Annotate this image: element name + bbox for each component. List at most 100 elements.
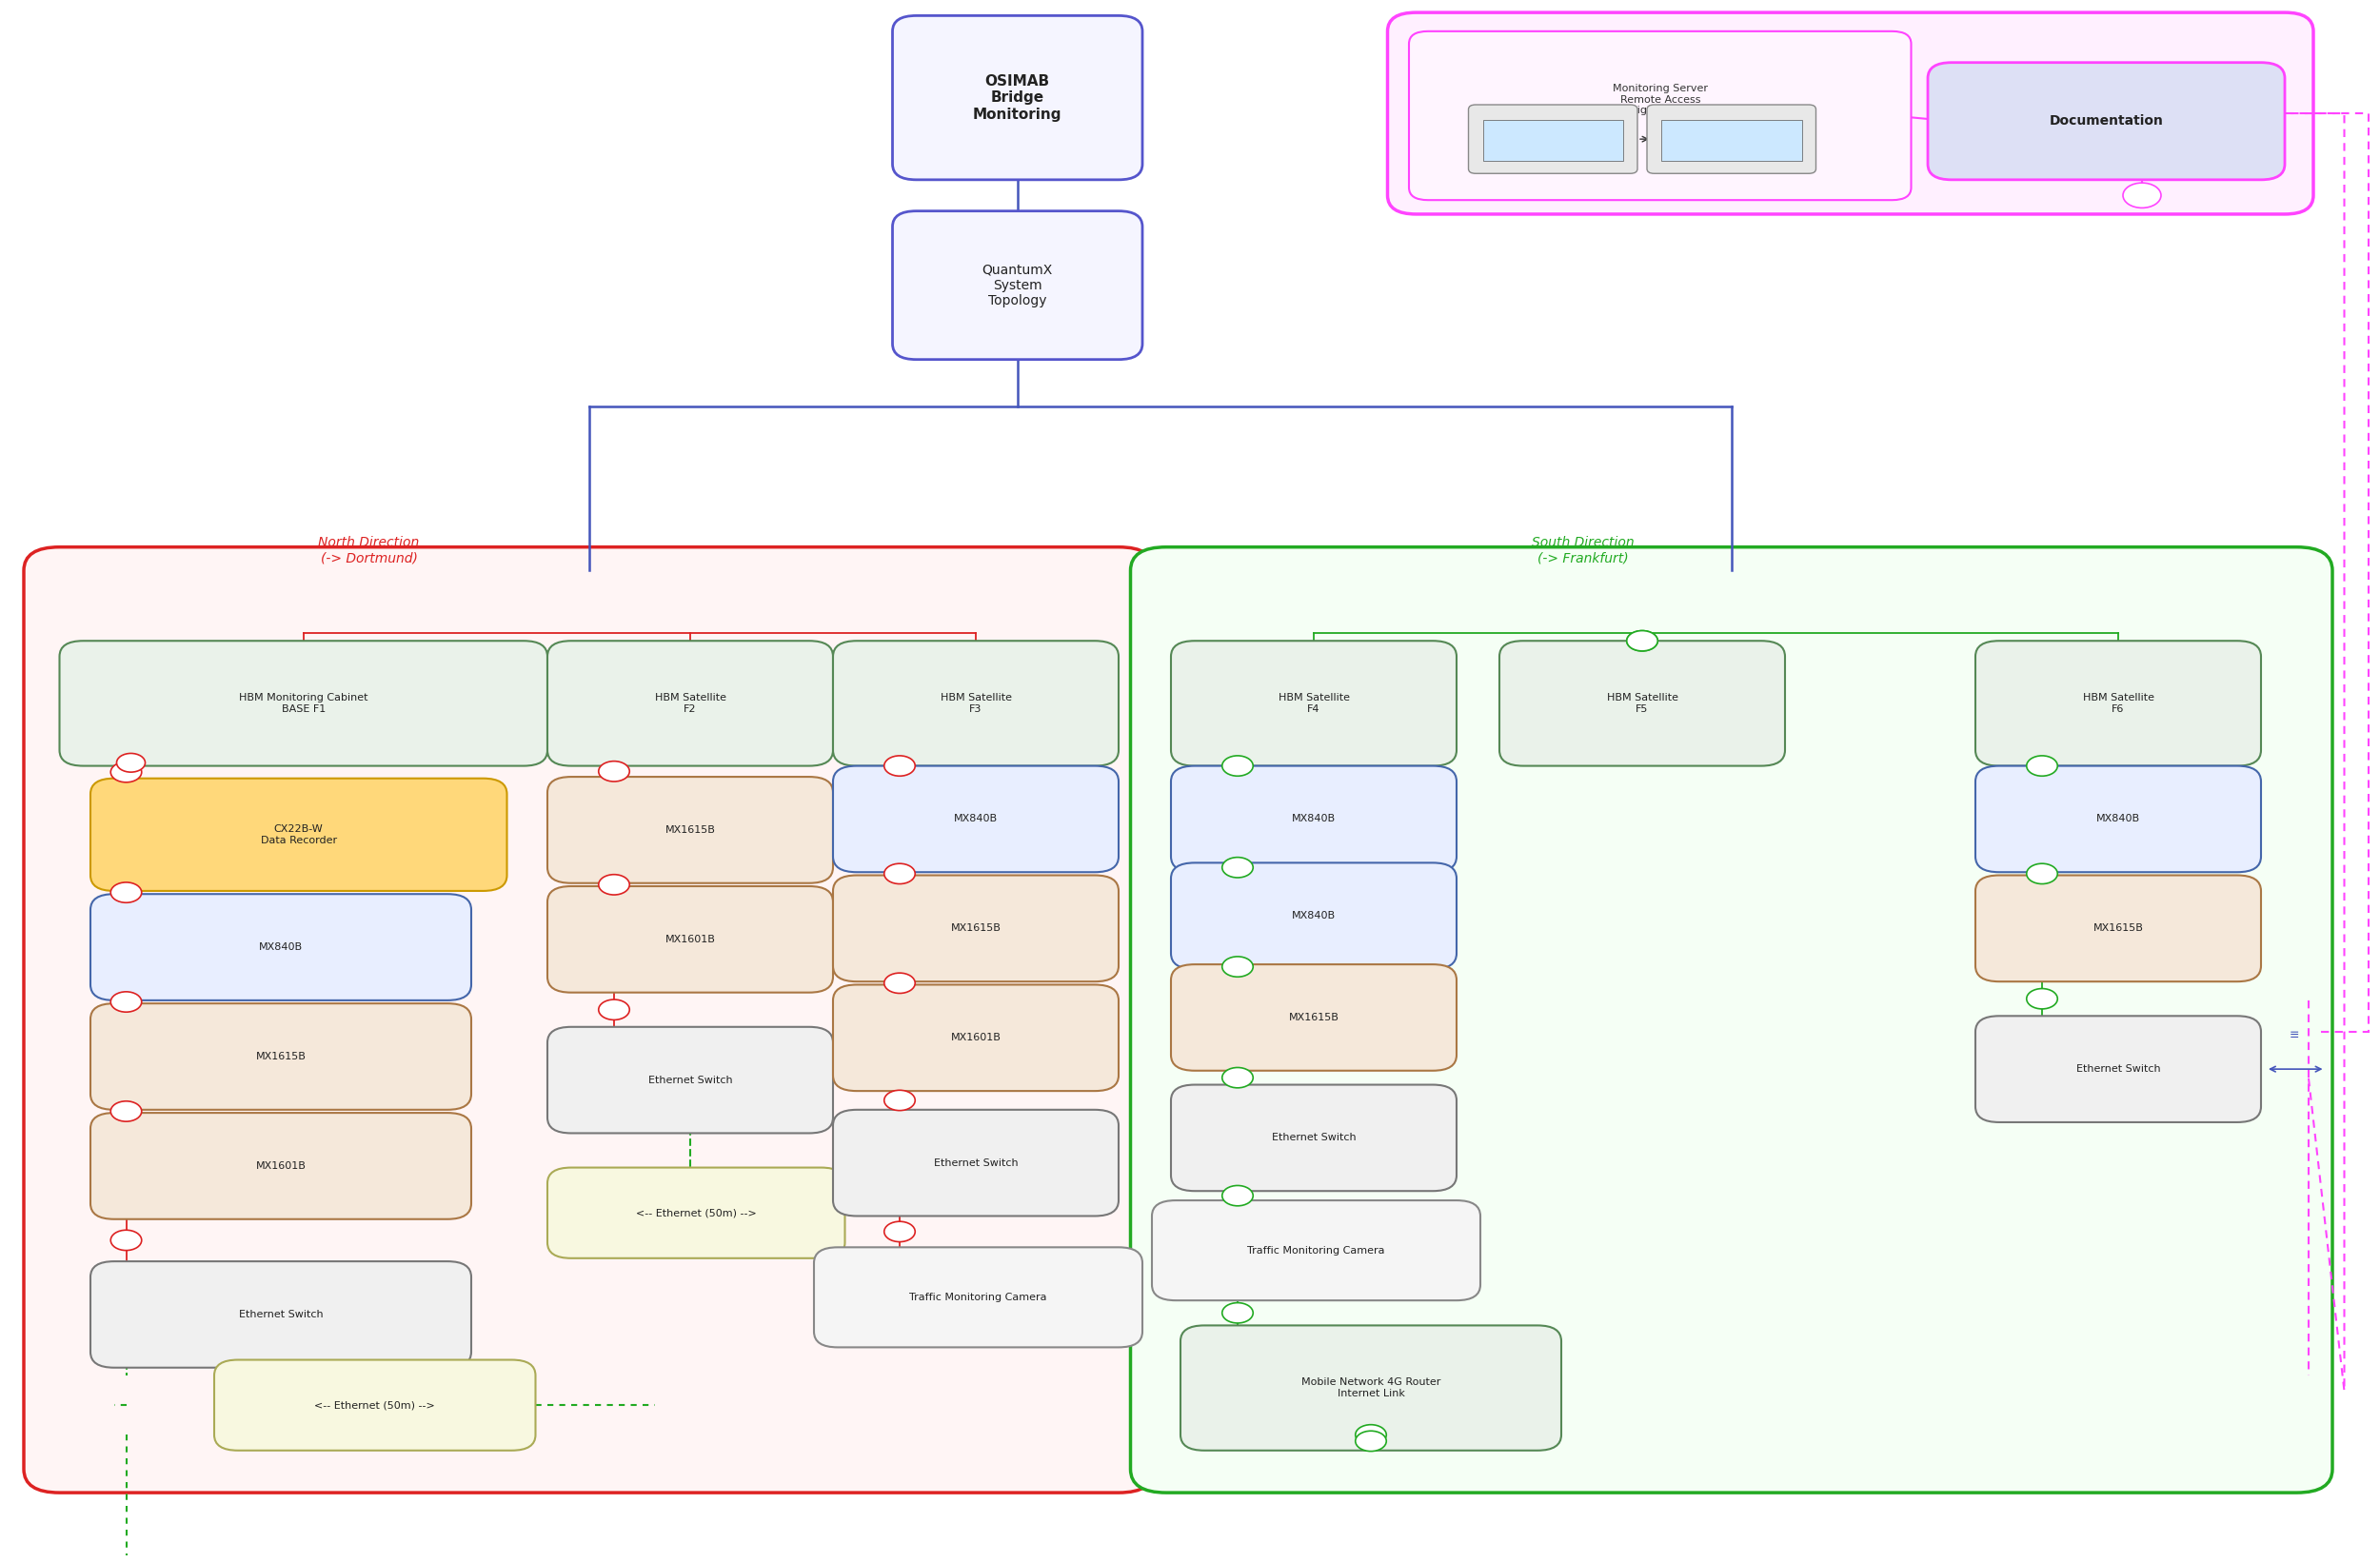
FancyBboxPatch shape	[1975, 641, 2261, 766]
FancyBboxPatch shape	[1171, 964, 1457, 1071]
FancyBboxPatch shape	[814, 1247, 1142, 1347]
FancyBboxPatch shape	[1171, 863, 1457, 969]
Circle shape	[1357, 1425, 1388, 1444]
Text: Monitoring Server
Remote Access
"Digital Twin": Monitoring Server Remote Access "Digital…	[1614, 84, 1709, 116]
Text: <-- Ethernet (50m) -->: <-- Ethernet (50m) -->	[314, 1400, 436, 1410]
Circle shape	[1223, 1068, 1254, 1088]
FancyBboxPatch shape	[833, 875, 1119, 982]
Text: MX1615B: MX1615B	[1288, 1013, 1340, 1022]
Text: MX1615B: MX1615B	[2092, 924, 2144, 933]
FancyBboxPatch shape	[547, 777, 833, 883]
Text: South Direction
(-> Frankfurt): South Direction (-> Frankfurt)	[1530, 536, 1635, 564]
Text: Ethernet Switch: Ethernet Switch	[647, 1075, 733, 1085]
FancyBboxPatch shape	[90, 1261, 471, 1368]
Text: Ethernet Switch: Ethernet Switch	[933, 1158, 1019, 1168]
Text: MX1615B: MX1615B	[664, 825, 716, 835]
Circle shape	[109, 882, 143, 903]
Circle shape	[109, 993, 143, 1013]
Circle shape	[885, 756, 914, 777]
FancyBboxPatch shape	[1468, 105, 1637, 173]
FancyBboxPatch shape	[547, 1168, 845, 1258]
FancyBboxPatch shape	[833, 1110, 1119, 1216]
Text: MX1601B: MX1601B	[255, 1161, 307, 1171]
Text: Ethernet Switch: Ethernet Switch	[238, 1310, 324, 1319]
FancyBboxPatch shape	[24, 547, 1154, 1493]
Circle shape	[1628, 631, 1659, 652]
Text: MX1601B: MX1601B	[664, 935, 716, 944]
FancyBboxPatch shape	[1152, 1200, 1480, 1300]
Circle shape	[1223, 756, 1254, 777]
Text: MX840B: MX840B	[954, 814, 997, 824]
Text: HBM Satellite
F6: HBM Satellite F6	[2082, 692, 2154, 714]
Text: MX840B: MX840B	[1292, 814, 1335, 824]
Circle shape	[117, 753, 145, 772]
Text: HBM Monitoring Cabinet
BASE F1: HBM Monitoring Cabinet BASE F1	[238, 692, 369, 714]
Text: Traffic Monitoring Camera: Traffic Monitoring Camera	[1247, 1246, 1385, 1255]
FancyBboxPatch shape	[90, 894, 471, 1000]
Circle shape	[1223, 1185, 1254, 1207]
Text: MX1601B: MX1601B	[950, 1033, 1002, 1043]
Text: Documentation: Documentation	[2049, 114, 2163, 128]
FancyBboxPatch shape	[833, 766, 1119, 872]
Text: Mobile Network 4G Router
Internet Link: Mobile Network 4G Router Internet Link	[1302, 1377, 1440, 1399]
FancyBboxPatch shape	[1171, 1085, 1457, 1191]
FancyBboxPatch shape	[1975, 875, 2261, 982]
FancyBboxPatch shape	[1409, 31, 1911, 200]
FancyBboxPatch shape	[892, 211, 1142, 359]
Circle shape	[2028, 756, 2056, 777]
Text: HBM Satellite
F2: HBM Satellite F2	[654, 692, 726, 714]
Circle shape	[600, 761, 628, 782]
FancyBboxPatch shape	[1388, 13, 2313, 214]
Circle shape	[109, 1100, 143, 1122]
FancyBboxPatch shape	[90, 778, 507, 891]
Text: HBM Satellite
F5: HBM Satellite F5	[1606, 692, 1678, 714]
FancyBboxPatch shape	[1171, 766, 1457, 872]
FancyBboxPatch shape	[90, 1113, 471, 1219]
Text: HBM Satellite
F3: HBM Satellite F3	[940, 692, 1012, 714]
Text: <-- Ethernet (50m) -->: <-- Ethernet (50m) -->	[635, 1208, 757, 1218]
Text: North Direction
(-> Dortmund): North Direction (-> Dortmund)	[319, 536, 419, 564]
Circle shape	[885, 1091, 914, 1110]
Text: MX1615B: MX1615B	[255, 1052, 307, 1061]
Circle shape	[1223, 957, 1254, 977]
Circle shape	[1628, 630, 1659, 652]
FancyBboxPatch shape	[1661, 120, 1802, 161]
Text: MX840B: MX840B	[2097, 814, 2140, 824]
Text: HBM Satellite
F4: HBM Satellite F4	[1278, 692, 1349, 714]
Text: Ethernet Switch: Ethernet Switch	[2075, 1064, 2161, 1074]
FancyBboxPatch shape	[547, 1027, 833, 1133]
Circle shape	[1223, 1304, 1254, 1322]
FancyBboxPatch shape	[1483, 120, 1623, 161]
FancyBboxPatch shape	[892, 16, 1142, 180]
Text: CX22B-W
Data Recorder: CX22B-W Data Recorder	[259, 824, 338, 846]
FancyBboxPatch shape	[1130, 547, 2332, 1493]
FancyBboxPatch shape	[1928, 63, 2285, 180]
Circle shape	[885, 863, 914, 885]
Text: OSIMAB
Bridge
Monitoring: OSIMAB Bridge Monitoring	[973, 73, 1061, 122]
Text: QuantumX
System
Topology: QuantumX System Topology	[983, 263, 1052, 308]
FancyBboxPatch shape	[60, 641, 547, 766]
Circle shape	[2028, 863, 2056, 885]
Circle shape	[1357, 1432, 1388, 1450]
FancyBboxPatch shape	[1647, 105, 1816, 173]
FancyBboxPatch shape	[833, 985, 1119, 1091]
Circle shape	[2123, 183, 2161, 208]
FancyBboxPatch shape	[1975, 766, 2261, 872]
FancyBboxPatch shape	[547, 641, 833, 766]
Circle shape	[109, 1230, 143, 1250]
FancyBboxPatch shape	[1975, 1016, 2261, 1122]
FancyBboxPatch shape	[833, 641, 1119, 766]
Circle shape	[885, 1222, 914, 1241]
FancyBboxPatch shape	[1499, 641, 1785, 766]
FancyBboxPatch shape	[1180, 1325, 1561, 1450]
Text: Traffic Monitoring Camera: Traffic Monitoring Camera	[909, 1293, 1047, 1302]
Text: MX1615B: MX1615B	[950, 924, 1002, 933]
Text: Ethernet Switch: Ethernet Switch	[1271, 1133, 1357, 1143]
Circle shape	[109, 763, 143, 783]
FancyBboxPatch shape	[90, 1003, 471, 1110]
Text: MX840B: MX840B	[259, 942, 302, 952]
FancyBboxPatch shape	[214, 1360, 536, 1450]
Circle shape	[600, 1000, 628, 1021]
Text: ≡: ≡	[2290, 1028, 2299, 1041]
Text: MX840B: MX840B	[1292, 911, 1335, 921]
